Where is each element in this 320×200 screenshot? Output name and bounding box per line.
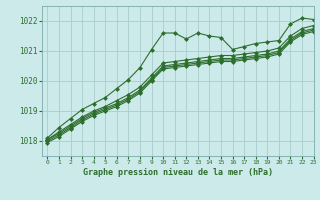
X-axis label: Graphe pression niveau de la mer (hPa): Graphe pression niveau de la mer (hPa) [83, 168, 273, 177]
